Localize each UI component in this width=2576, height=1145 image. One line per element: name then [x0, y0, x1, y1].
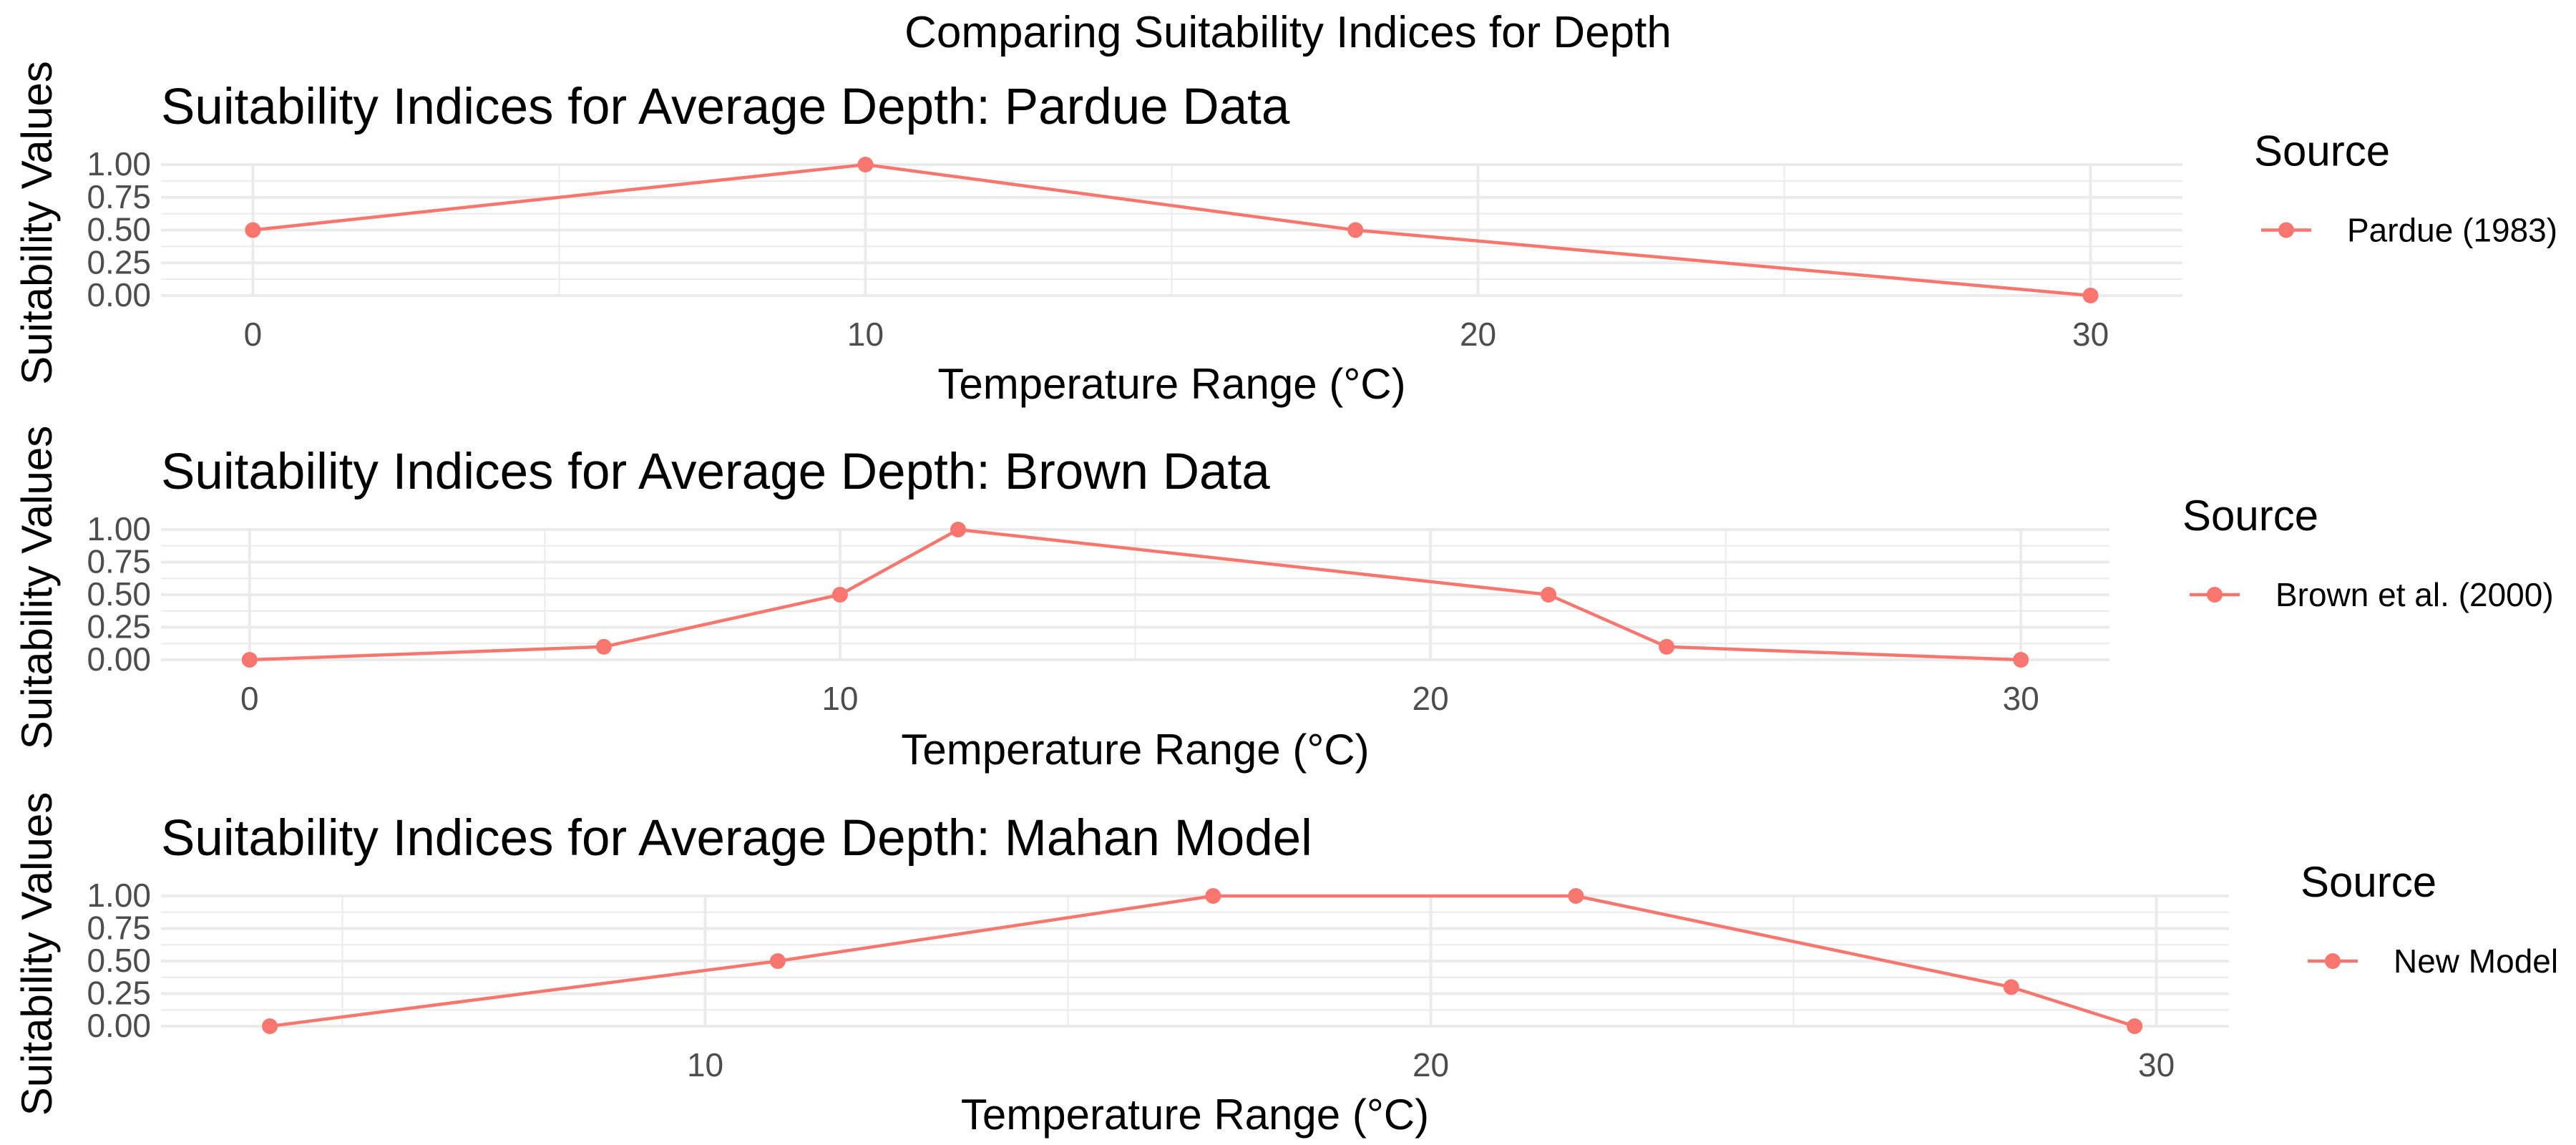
y-tick-label: 1.00: [87, 877, 151, 914]
x-tick-label: 30: [2003, 680, 2039, 717]
y-tick-label: 0.00: [87, 640, 151, 678]
y-tick-label: 0.75: [87, 178, 151, 215]
gridlines: [161, 163, 2182, 297]
x-tick-label: 20: [1412, 680, 1448, 717]
data-point: [245, 222, 261, 238]
panel-title: Suitability Indices for Average Depth: M…: [161, 810, 1312, 867]
x-tick-label: 10: [821, 680, 858, 717]
data-point: [1659, 638, 1675, 655]
legend-key-point: [2278, 222, 2294, 238]
y-tick-label: 0.25: [87, 975, 151, 1012]
x-tick-label: 10: [847, 316, 884, 353]
legend: Source New Model: [2301, 858, 2558, 980]
data-point: [1568, 888, 1584, 904]
data-point: [2003, 979, 2019, 995]
y-tick-label: 0.25: [87, 243, 151, 281]
data-point: [831, 587, 848, 603]
x-axis-title: Temperature Range (°C): [961, 1091, 1429, 1139]
x-axis-title: Temperature Range (°C): [937, 360, 1405, 408]
y-tick-label: 0.00: [87, 276, 151, 313]
y-tick-label: 0.75: [87, 543, 151, 580]
data-point: [2013, 652, 2029, 668]
panel-1: Suitability Indices for Average Depth: P…: [13, 61, 2557, 408]
y-tick-label: 0.75: [87, 910, 151, 947]
y-tick-label: 0.50: [87, 942, 151, 979]
legend-title: Source: [2182, 492, 2318, 540]
data-point: [262, 1018, 278, 1034]
legend-key-point: [2325, 953, 2341, 969]
x-tick-label: 0: [240, 680, 259, 717]
legend-key-point: [2207, 587, 2223, 603]
data-point: [769, 953, 786, 969]
x-tick-label: 20: [1413, 1046, 1449, 1083]
data-point: [2082, 288, 2099, 303]
panel-title: Suitability Indices for Average Depth: B…: [161, 444, 1270, 500]
legend-label: Pardue (1983): [2347, 212, 2557, 249]
panel-2: Suitability Indices for Average Depth: B…: [13, 426, 2554, 774]
series-line: [269, 894, 2135, 1028]
data-point: [1541, 587, 1557, 603]
y-axis-title: Suitability Values: [13, 61, 61, 384]
figure-title: Comparing Suitability Indices for Depth: [904, 8, 1672, 57]
data-point: [950, 522, 966, 537]
y-axis-title: Suitability Values: [13, 426, 61, 749]
legend-title: Source: [2254, 127, 2390, 175]
legend: Source Brown et al. (2000): [2182, 492, 2554, 613]
y-tick-label: 0.50: [87, 575, 151, 613]
y-tick-label: 1.00: [87, 145, 151, 182]
series-line: [253, 162, 2091, 298]
y-axis-title: Suitability Values: [13, 792, 61, 1116]
data-point: [857, 157, 874, 172]
x-tick-label: 20: [1460, 316, 1496, 353]
x-axis-title: Temperature Range (°C): [901, 726, 1369, 774]
data-point: [241, 652, 258, 668]
data-point: [595, 638, 612, 655]
y-tick-label: 0.50: [87, 211, 151, 248]
gridlines: [161, 528, 2109, 661]
x-tick-label: 10: [687, 1046, 723, 1083]
legend-label: New Model: [2394, 942, 2558, 980]
data-point: [2127, 1018, 2143, 1034]
x-tick-label: 30: [2138, 1046, 2175, 1083]
y-tick-label: 0.00: [87, 1007, 151, 1044]
data-point: [1205, 888, 1221, 904]
data-point: [1347, 222, 1364, 238]
x-tick-label: 30: [2072, 316, 2109, 353]
panel-3: Suitability Indices for Average Depth: M…: [13, 792, 2558, 1139]
legend-title: Source: [2301, 858, 2436, 906]
y-tick-label: 0.25: [87, 608, 151, 645]
panel-title: Suitability Indices for Average Depth: P…: [161, 79, 1290, 135]
x-tick-label: 0: [244, 316, 263, 353]
y-tick-label: 1.00: [87, 510, 151, 547]
legend-label: Brown et al. (2000): [2275, 576, 2554, 613]
legend: Source Pardue (1983): [2254, 127, 2557, 249]
gridlines: [161, 895, 2229, 1028]
